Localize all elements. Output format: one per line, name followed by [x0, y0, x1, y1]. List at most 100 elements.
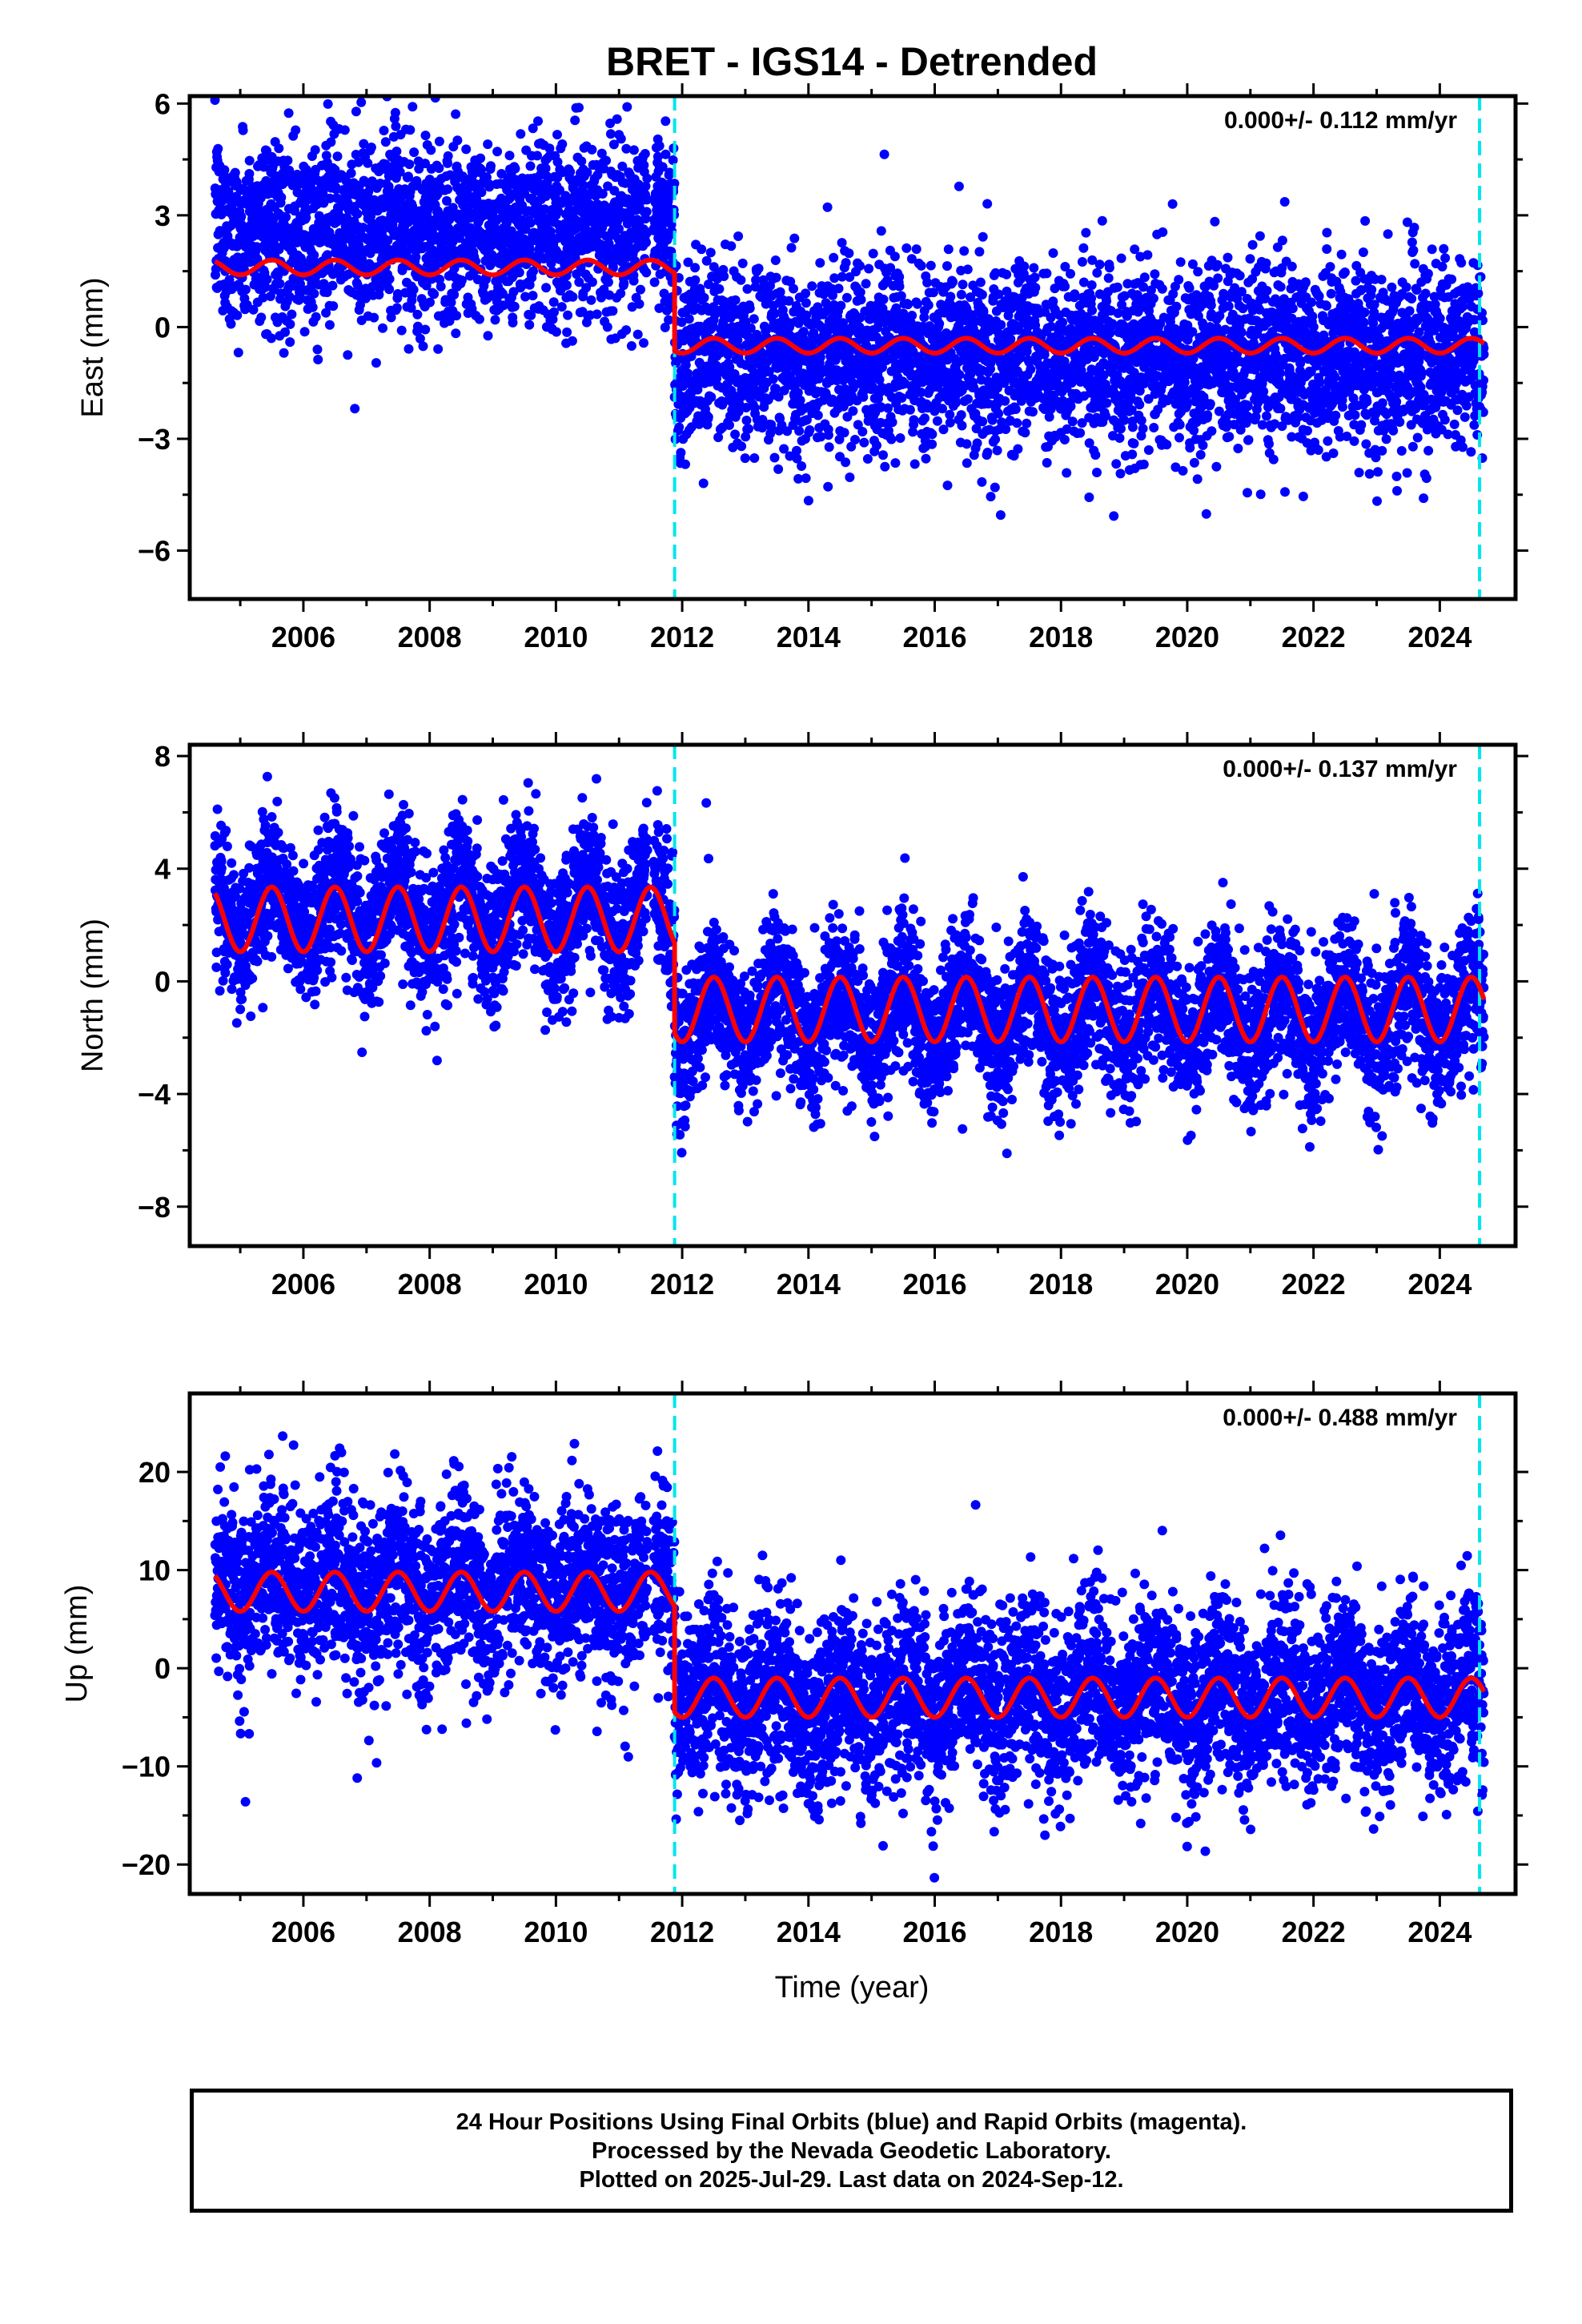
data-point: [1174, 432, 1184, 443]
data-point: [766, 420, 777, 430]
data-point: [236, 211, 247, 222]
data-point: [557, 139, 568, 149]
data-point: [587, 144, 597, 155]
data-point: [996, 320, 1006, 330]
data-point: [923, 300, 934, 310]
data-point: [285, 337, 295, 348]
data-point: [714, 283, 725, 294]
data-point: [332, 151, 343, 162]
data-point: [1157, 283, 1167, 294]
data-point: [1042, 457, 1052, 468]
data-point: [1223, 252, 1233, 263]
data-point: [1189, 457, 1199, 468]
data-point: [415, 333, 425, 344]
data-point: [697, 244, 707, 255]
data-point: [408, 102, 418, 112]
data-point: [990, 434, 1001, 444]
data-point: [499, 300, 509, 311]
data-point: [995, 510, 1006, 521]
data-point: [957, 420, 967, 431]
data-point: [641, 267, 652, 278]
data-point: [798, 327, 809, 337]
data-point: [508, 287, 519, 297]
data-point: [371, 358, 381, 368]
data-point: [1002, 269, 1012, 279]
data-point: [295, 279, 305, 289]
data-point: [1162, 440, 1172, 450]
data-point: [901, 243, 912, 253]
data-point: [231, 178, 242, 187]
data-point: [857, 427, 868, 436]
data-point: [392, 289, 403, 299]
data-point: [1174, 275, 1184, 285]
data-point: [619, 278, 629, 288]
data-point: [934, 319, 945, 329]
data-point: [954, 181, 964, 191]
data-point: [248, 304, 259, 315]
data-point: [927, 439, 938, 449]
data-point: [841, 258, 851, 268]
data-point: [1102, 398, 1112, 408]
data-point: [1211, 461, 1222, 472]
data-point: [628, 145, 639, 155]
data-point: [213, 143, 223, 154]
data-point: [878, 450, 888, 460]
data-point: [859, 437, 869, 448]
data-point: [1062, 468, 1072, 478]
data-point: [452, 135, 463, 146]
data-point: [608, 306, 618, 316]
data-point: [824, 442, 834, 452]
data-point: [773, 464, 784, 474]
data-point: [549, 307, 559, 317]
data-point: [1115, 468, 1126, 479]
data-point: [883, 403, 893, 413]
data-point: [456, 275, 467, 285]
data-point: [848, 406, 858, 416]
data-point: [786, 243, 797, 253]
data-point: [474, 314, 484, 324]
data-point: [244, 169, 255, 179]
data-point: [632, 329, 643, 340]
data-point: [954, 370, 965, 380]
data-point: [562, 327, 572, 337]
data-point: [753, 263, 764, 274]
data-point: [383, 235, 393, 246]
data-point: [822, 202, 833, 212]
data-point: [436, 281, 446, 292]
data-point: [699, 292, 709, 303]
data-point: [351, 107, 361, 117]
data-point: [429, 289, 440, 300]
data-point: [420, 324, 431, 335]
data-point: [742, 283, 753, 294]
data-point: [339, 125, 350, 135]
data-point: [1116, 424, 1126, 434]
data-point: [768, 374, 778, 384]
data-point: [1028, 407, 1038, 417]
data-point: [275, 279, 285, 289]
data-point: [1060, 281, 1070, 292]
data-point: [1119, 415, 1130, 425]
data-point: [378, 323, 387, 333]
data-point: [956, 410, 966, 420]
data-point: [803, 496, 813, 506]
data-point: [572, 46, 582, 56]
data-point: [384, 274, 395, 284]
data-point: [661, 116, 671, 127]
data-point: [1174, 420, 1185, 430]
data-point: [1094, 259, 1105, 270]
data-point: [446, 297, 456, 308]
data-point: [932, 416, 942, 426]
data-point: [433, 344, 444, 354]
data-point: [978, 416, 988, 427]
data-point: [951, 397, 962, 408]
data-point: [975, 277, 986, 287]
data-point: [850, 435, 860, 444]
data-point: [224, 275, 235, 285]
data-point: [605, 129, 616, 139]
data-point: [426, 145, 436, 155]
data-point: [259, 162, 269, 172]
data-point: [406, 303, 416, 313]
data-point: [977, 290, 987, 300]
data-point: [698, 478, 709, 489]
data-point: [404, 171, 413, 182]
